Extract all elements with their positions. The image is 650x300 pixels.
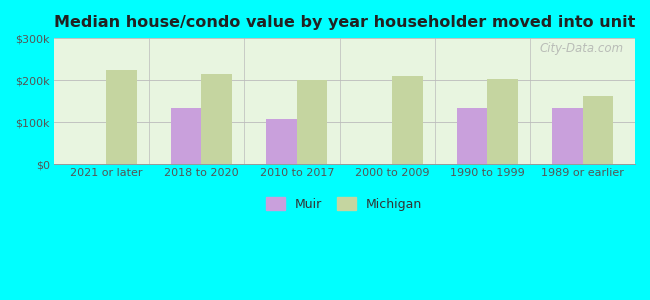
Bar	[171, 108, 202, 164]
Bar	[552, 108, 582, 164]
Bar	[582, 96, 613, 164]
Bar	[266, 119, 297, 164]
Bar	[457, 108, 488, 164]
Bar	[488, 79, 518, 164]
Bar	[106, 70, 136, 164]
Bar	[392, 76, 422, 164]
Title: Median house/condo value by year householder moved into unit: Median house/condo value by year househo…	[54, 15, 635, 30]
Bar	[202, 74, 232, 164]
Text: City-Data.com: City-Data.com	[540, 42, 623, 55]
Bar	[297, 80, 327, 164]
Legend: Muir, Michigan: Muir, Michigan	[266, 197, 422, 211]
